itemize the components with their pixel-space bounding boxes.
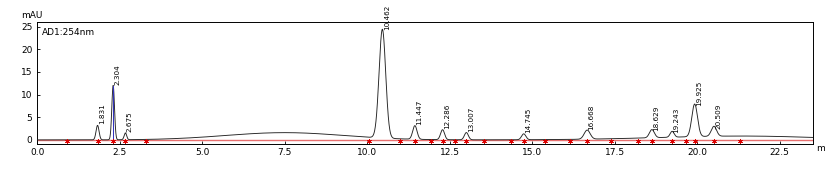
Text: min: min xyxy=(816,144,825,153)
Text: mAU: mAU xyxy=(21,11,42,20)
Text: 19.243: 19.243 xyxy=(673,108,680,133)
Text: 14.745: 14.745 xyxy=(525,108,531,133)
Text: 2.304: 2.304 xyxy=(115,64,120,85)
Text: 13.007: 13.007 xyxy=(468,106,474,132)
Text: AD1:254nm: AD1:254nm xyxy=(42,28,95,36)
Text: 18.629: 18.629 xyxy=(653,105,659,131)
Text: 12.286: 12.286 xyxy=(444,104,450,129)
Text: 1.831: 1.831 xyxy=(99,104,105,125)
Text: 10.462: 10.462 xyxy=(384,5,389,30)
Text: 16.668: 16.668 xyxy=(588,105,595,130)
Text: 11.447: 11.447 xyxy=(416,100,422,125)
Text: 19.925: 19.925 xyxy=(696,81,702,106)
Text: 20.509: 20.509 xyxy=(715,104,721,129)
Text: 2.675: 2.675 xyxy=(127,112,133,132)
